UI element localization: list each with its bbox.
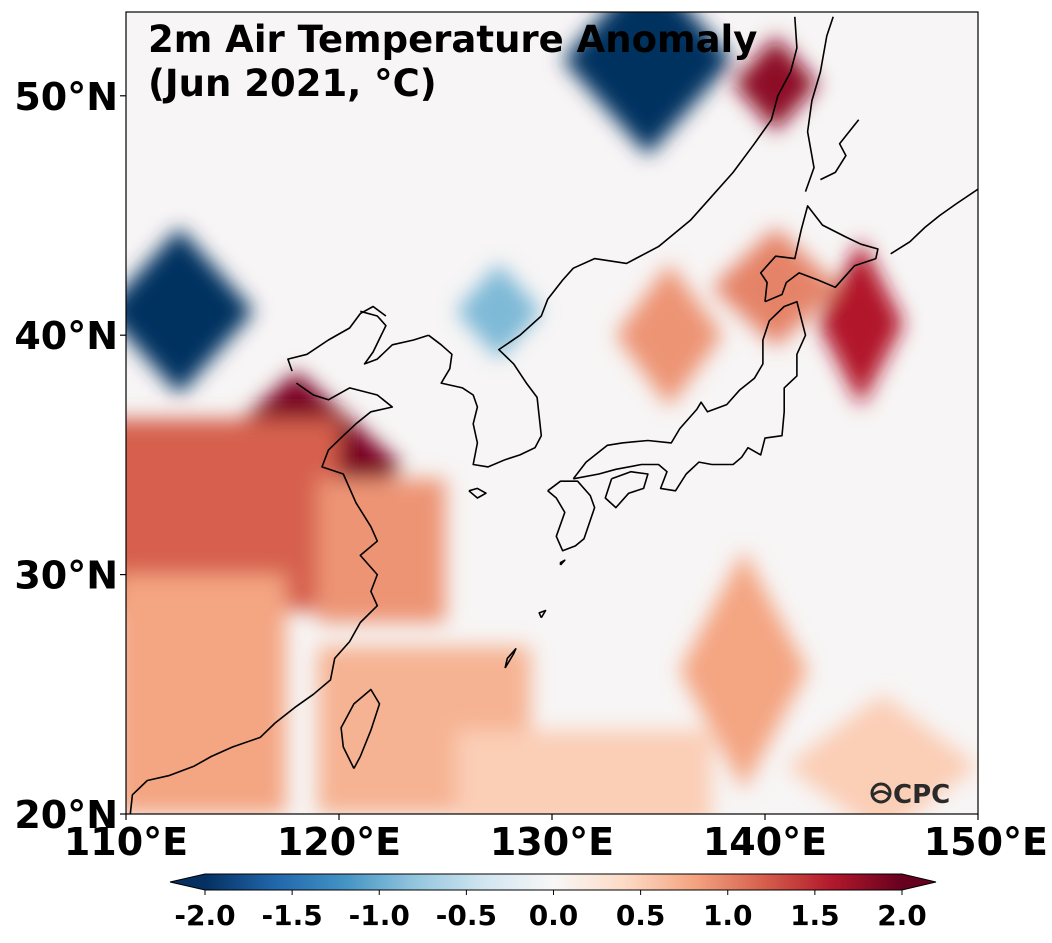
colorbar-tick-label: -0.5: [436, 899, 497, 932]
coastline-13: [504, 648, 517, 669]
coastline-10: [804, 16, 834, 192]
lat-tick-label: 20°N: [14, 793, 118, 837]
coastline-4: [547, 480, 596, 552]
cpc-logo-text: CPC: [893, 780, 950, 810]
anomaly-field: [126, 12, 978, 814]
coastline-7: [759, 205, 879, 303]
anomaly-patch-5: [711, 227, 840, 348]
coastline-5: [572, 300, 807, 492]
coastlines: [129, 16, 978, 814]
lon-tick-label: 110°E: [64, 820, 188, 864]
coastline-6: [604, 470, 649, 509]
map-title-line-1: 2m Air Temperature Anomaly: [148, 18, 757, 61]
lon-tick-label: 140°E: [703, 820, 827, 864]
lat-tick-label: 30°N: [14, 554, 118, 598]
coastline-14: [538, 609, 547, 619]
lon-tick-label: 130°E: [490, 820, 614, 864]
cpc-logo-icon: [870, 782, 892, 804]
colorbar-ticks: -2.0 -1.5 -1.0 -0.5 0.0 0.5 1.0 1.5 2.0: [174, 890, 927, 932]
lat-tick-label: 40°N: [14, 314, 118, 358]
anomaly-patch-0: [562, 12, 734, 156]
anomaly-patch-12: [679, 550, 808, 791]
colorbar-tick-label: 0.0: [529, 899, 579, 932]
anomaly-patch-9: [317, 478, 446, 623]
cpc-logo-wave-icon: [871, 790, 891, 797]
coastline-8: [340, 688, 381, 769]
coastline-15: [559, 559, 566, 566]
anomaly-patch-13: [786, 694, 978, 814]
lon-tick-label: 120°E: [277, 820, 401, 864]
map-title-line-2: (Jun 2021, °C): [148, 62, 437, 105]
colorbar-tick-label: -1.0: [349, 899, 410, 932]
colorbar-max-extend: [902, 874, 936, 890]
coastline-11: [820, 119, 860, 181]
longitude-axis: 110°E 120°E 130°E 140°E 150°E: [64, 814, 1048, 864]
coastline-0: [129, 382, 394, 814]
colorbar-tick-label: -1.5: [262, 899, 323, 932]
colorbar-min-extend: [170, 874, 205, 890]
coastline-3: [428, 16, 798, 468]
anomaly-patch-10: [126, 574, 286, 814]
colorbar: -2.0 -1.5 -1.0 -0.5 0.0 0.5 1.0 1.5 2.0: [169, 873, 937, 932]
colorbar-tick-label: 0.5: [616, 899, 666, 932]
colorbar-ramp: [205, 874, 902, 890]
colorbar-tick-label: 1.5: [790, 899, 840, 932]
coastline-1: [360, 310, 429, 365]
colorbar-tick-label: 2.0: [877, 899, 927, 932]
anomaly-patch-6: [615, 263, 723, 408]
lat-tick-label: 50°N: [14, 75, 118, 119]
cpc-logo: CPC: [870, 780, 950, 810]
colorbar-tick-label: -2.0: [174, 899, 235, 932]
anomaly-patch-1: [126, 227, 254, 396]
anomaly-patch-14: [456, 730, 712, 814]
lon-tick-label: 150°E: [924, 820, 1048, 864]
anomaly-patch-3: [733, 35, 819, 132]
coastline-12: [890, 188, 978, 255]
colorbar-tick-label: 1.0: [703, 899, 753, 932]
coastline-9: [468, 487, 487, 499]
latitude-axis: 20°N 30°N 40°N 50°N: [14, 75, 126, 837]
anomaly-patch-4: [818, 239, 904, 408]
coastline-2: [287, 305, 387, 372]
